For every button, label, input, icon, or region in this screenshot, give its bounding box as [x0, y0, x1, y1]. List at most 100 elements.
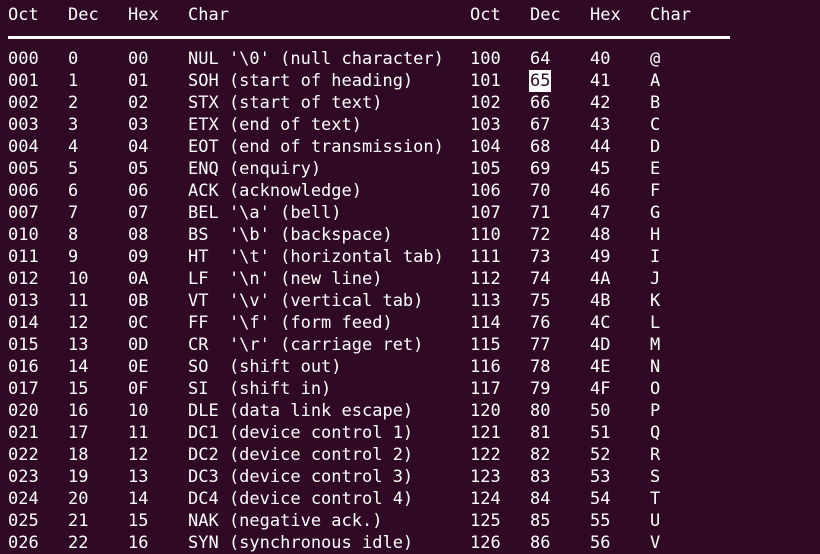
cell-dec-left: 13	[68, 335, 89, 355]
cell-dec-right: 81	[530, 423, 551, 443]
header-oct-left: Oct	[8, 5, 39, 25]
cell-hex-left: 06	[128, 181, 149, 201]
table-body: 000 0 00 NUL '\0' (null character) 100 6…	[8, 48, 820, 554]
cell-char-left: NAK (negative ack.)	[188, 511, 383, 531]
header-hex-left: Hex	[128, 5, 159, 25]
cell-dec-right: 82	[530, 445, 551, 465]
table-row: 020 16 10 DLE (data link escape) 120 80 …	[8, 400, 820, 422]
cell-oct-left: 026	[8, 533, 39, 553]
cell-dec-left: 14	[68, 357, 89, 377]
cell-dec-right: 78	[530, 357, 551, 377]
cell-oct-right: 106	[470, 181, 501, 201]
cell-hex-left: 01	[128, 71, 149, 91]
cell-oct-right: 125	[470, 511, 501, 531]
cell-hex-left: 14	[128, 489, 149, 509]
cell-dec-right: 70	[530, 181, 551, 201]
cell-dec-left: 2	[68, 93, 79, 113]
cell-char-left: EOT (end of transmission)	[188, 137, 444, 157]
cell-char-left: SO (shift out)	[188, 357, 342, 377]
cell-dec-left: 16	[68, 401, 89, 421]
cell-dec-right: 79	[530, 379, 551, 399]
cell-char-left: STX (start of text)	[188, 93, 383, 113]
cell-hex-right: 4C	[590, 313, 611, 333]
cell-char-right: N	[650, 357, 661, 377]
table-row: 003 3 03 ETX (end of text) 103 67 43 C	[8, 114, 820, 136]
cell-hex-right: 4B	[590, 291, 611, 311]
cell-hex-right: 45	[590, 159, 611, 179]
table-header: Oct Dec Hex Char Oct Dec Hex Char	[8, 4, 820, 26]
cell-hex-left: 07	[128, 203, 149, 223]
cell-hex-right: 41	[590, 71, 611, 91]
cell-dec-right: 72	[530, 225, 551, 245]
cell-dec-left: 15	[68, 379, 89, 399]
cell-dec-right: 67	[530, 115, 551, 135]
cell-oct-left: 012	[8, 269, 39, 289]
cell-hex-right: 4E	[590, 357, 611, 377]
cell-oct-left: 001	[8, 71, 39, 91]
table-row: 021 17 11 DC1 (device control 1) 121 81 …	[8, 422, 820, 444]
cell-dec-right: 74	[530, 269, 551, 289]
cell-dec-right: 73	[530, 247, 551, 267]
cell-dec-left: 19	[68, 467, 89, 487]
cell-oct-left: 016	[8, 357, 39, 377]
cell-char-right: T	[650, 489, 661, 509]
cell-dec-left: 18	[68, 445, 89, 465]
cell-hex-right: 46	[590, 181, 611, 201]
cell-char-right: A	[650, 71, 661, 91]
cell-oct-left: 020	[8, 401, 39, 421]
header-dec-right: Dec	[530, 5, 561, 25]
cell-hex-left: 0F	[128, 379, 149, 399]
cell-hex-right: 48	[590, 225, 611, 245]
cell-hex-left: 15	[128, 511, 149, 531]
cell-dec-left: 9	[68, 247, 79, 267]
table-row: 007 7 07 BEL '\a' (bell) 107 71 47 G	[8, 202, 820, 224]
cell-char-left: DC2 (device control 2)	[188, 445, 414, 465]
cell-char-left: HT '\t' (horizontal tab)	[188, 247, 444, 267]
header-rule	[8, 35, 730, 39]
header-hex-right: Hex	[590, 5, 621, 25]
cell-char-right: C	[650, 115, 661, 135]
cell-char-left: SOH (start of heading)	[188, 71, 414, 91]
cell-hex-right: 53	[590, 467, 611, 487]
cell-oct-right: 102	[470, 93, 501, 113]
cell-hex-left: 09	[128, 247, 149, 267]
cell-dec-right: 69	[530, 159, 551, 179]
cell-oct-right: 122	[470, 445, 501, 465]
cell-dec-right: 71	[530, 203, 551, 223]
cell-dec-right: 65	[529, 70, 552, 92]
header-char-left: Char	[188, 5, 229, 25]
cell-hex-left: 16	[128, 533, 149, 553]
cell-oct-left: 014	[8, 313, 39, 333]
cell-oct-left: 003	[8, 115, 39, 135]
cell-char-right: S	[650, 467, 661, 487]
cell-oct-right: 101	[470, 71, 501, 91]
cell-oct-left: 023	[8, 467, 39, 487]
cell-oct-left: 015	[8, 335, 39, 355]
cell-oct-left: 013	[8, 291, 39, 311]
cell-oct-left: 021	[8, 423, 39, 443]
cell-oct-left: 006	[8, 181, 39, 201]
cell-dec-left: 12	[68, 313, 89, 333]
cell-hex-left: 0D	[128, 335, 149, 355]
cell-dec-right: 68	[530, 137, 551, 157]
cell-char-right: R	[650, 445, 661, 465]
cell-char-left: ETX (end of text)	[188, 115, 362, 135]
table-row: 026 22 16 SYN (synchronous idle) 126 86 …	[8, 532, 820, 554]
cell-hex-left: 10	[128, 401, 149, 421]
table-row: 001 1 01 SOH (start of heading) 101 65 4…	[8, 70, 820, 92]
cell-char-right: E	[650, 159, 661, 179]
cell-hex-right: 54	[590, 489, 611, 509]
cell-oct-left: 011	[8, 247, 39, 267]
cell-hex-left: 0C	[128, 313, 149, 333]
cell-char-left: ACK (acknowledge)	[188, 181, 362, 201]
cell-dec-left: 10	[68, 269, 89, 289]
cell-oct-left: 025	[8, 511, 39, 531]
cell-hex-right: 56	[590, 533, 611, 553]
cell-hex-left: 02	[128, 93, 149, 113]
table-row: 006 6 06 ACK (acknowledge) 106 70 46 F	[8, 180, 820, 202]
cell-oct-right: 111	[470, 247, 501, 267]
cell-hex-left: 0A	[128, 269, 149, 289]
cell-oct-right: 115	[470, 335, 501, 355]
cell-hex-right: 43	[590, 115, 611, 135]
